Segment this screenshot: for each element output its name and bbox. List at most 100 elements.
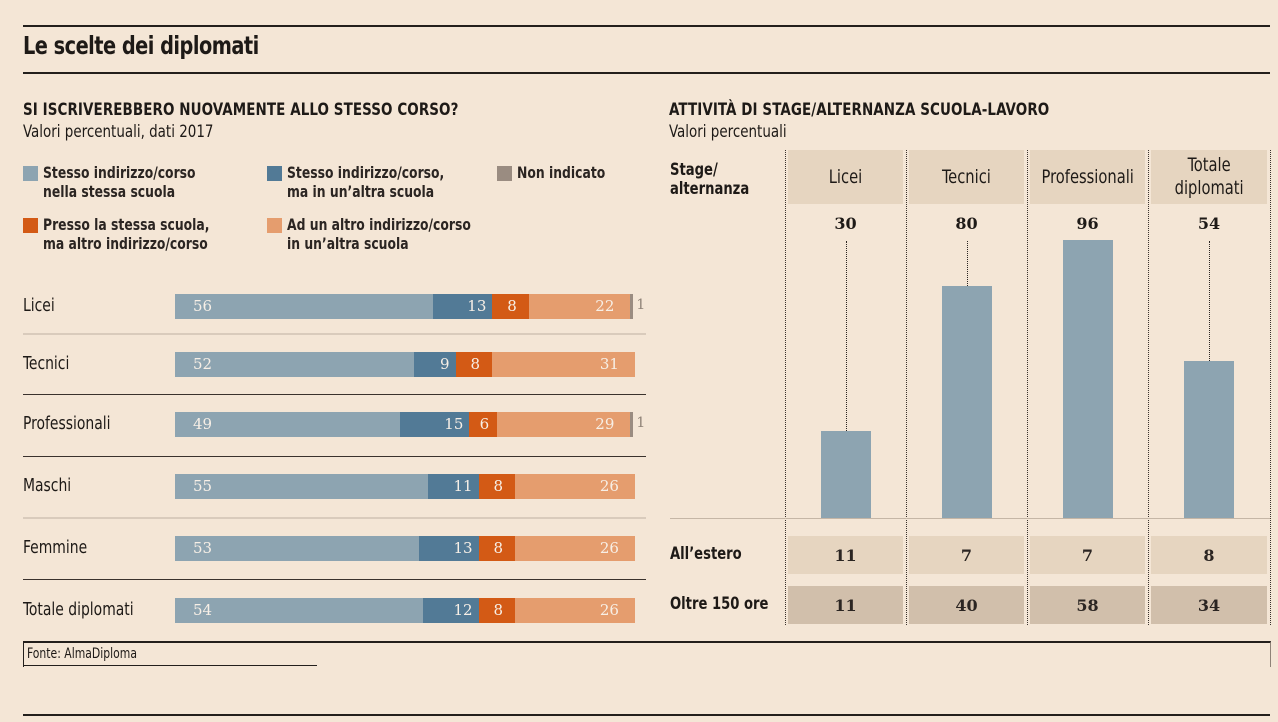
data-label: 8 (493, 601, 503, 619)
row-label: Maschi (23, 475, 72, 496)
data-label: 12 (453, 601, 473, 619)
bar-segment: 15 (400, 412, 470, 437)
legend-swatch (267, 218, 282, 233)
column-header: Licei (788, 150, 903, 204)
table-cell: 40 (909, 586, 1024, 624)
bar-segment: 31 (492, 352, 635, 377)
bar-segment: 11 (428, 474, 479, 499)
table-cell: 8 (1151, 536, 1267, 574)
bar-segment: 8 (478, 474, 516, 499)
bar-segment: 52 (175, 352, 415, 377)
stacked-bar: 49 15 6 29 1 (175, 412, 645, 437)
bar-baseline (670, 518, 1270, 519)
data-label: 30 (834, 214, 857, 233)
legend-swatch (497, 166, 512, 181)
data-label: 13 (453, 539, 473, 557)
legend-swatch (23, 166, 38, 181)
leader-line (845, 241, 847, 431)
row-label: Tecnici (23, 353, 70, 374)
stacked-bar: 55 11 8 26 (175, 474, 645, 499)
column-header-label: Totale diplomati (1174, 154, 1244, 199)
column-header-label: Licei (828, 165, 863, 188)
bar-segment: 29 (497, 412, 631, 437)
bar-segment: 8 (478, 598, 516, 623)
top-rule (23, 25, 1270, 27)
row-divider (23, 456, 646, 457)
bar-segment: 54 (175, 598, 424, 623)
row-label: Professionali (23, 413, 111, 434)
legend-item: Ad un altro indirizzo/corso in un’altra … (267, 215, 501, 253)
stage-row-label: Stage/ alternanza (670, 160, 750, 199)
bar (941, 286, 992, 518)
stacked-bar: 53 13 8 26 (175, 536, 645, 561)
table-cell: 11 (788, 586, 903, 624)
data-label: 8 (493, 477, 503, 495)
legend-label: Stesso indirizzo/corso, ma in un’altra s… (287, 163, 445, 201)
column-header-label: Professionali (1041, 165, 1134, 188)
bar-segment (630, 294, 634, 319)
bar-segment: 26 (515, 474, 635, 499)
bar-segment: 8 (478, 536, 516, 561)
bar-segment: 8 (455, 352, 493, 377)
table-cell: 58 (1030, 586, 1145, 624)
bar (1062, 239, 1113, 518)
row-label: Femmine (23, 537, 88, 558)
data-label: 8 (470, 355, 480, 373)
data-label: 53 (193, 539, 213, 557)
legend-swatch (23, 218, 38, 233)
data-label: 8 (507, 297, 517, 315)
legend-label: Ad un altro indirizzo/corso in un’altra … (287, 215, 471, 253)
row-divider (23, 517, 646, 519)
column-header-label: Tecnici (942, 165, 991, 188)
page-title: Le scelte dei diplomati (23, 31, 259, 60)
row-divider (23, 394, 646, 395)
right-chart-subtitle: Valori percentuali (669, 122, 787, 142)
data-label: 8 (493, 539, 503, 557)
data-label: 26 (599, 477, 619, 495)
legend-item: Stesso indirizzo/corso, ma in un’altra s… (267, 163, 470, 201)
legend-label: Presso la stessa scuola, ma altro indiri… (43, 215, 210, 253)
bar-segment: 26 (515, 598, 635, 623)
source-underline (23, 665, 317, 666)
leader-line (966, 241, 968, 286)
data-label: 49 (193, 415, 213, 433)
legend-label: Stesso indirizzo/corso nella stessa scuo… (43, 163, 196, 201)
data-label: 52 (193, 355, 213, 373)
stacked-bar: 54 12 8 26 (175, 598, 645, 623)
data-label: 54 (1197, 214, 1221, 233)
data-label: 1 (636, 297, 646, 313)
right-chart-title: ATTIVITÀ DI STAGE/ALTERNANZA SCUOLA-LAVO… (669, 100, 1050, 120)
bar-segment: 13 (432, 294, 493, 319)
row-label: Licei (23, 295, 55, 316)
legend-item: Non indicato (497, 163, 620, 182)
bar-segment: 9 (414, 352, 456, 377)
bar (820, 431, 871, 518)
column-divider (785, 150, 786, 625)
column-header: Totale diplomati (1151, 150, 1267, 204)
column-divider (906, 150, 907, 625)
source-box (23, 641, 1271, 667)
table-cell: 7 (1030, 536, 1145, 574)
data-label: 26 (599, 601, 619, 619)
table-cell: 34 (1151, 586, 1267, 624)
row-divider (23, 333, 646, 335)
column-header: Tecnici (909, 150, 1024, 204)
table-cell: 7 (909, 536, 1024, 574)
data-label: 22 (595, 297, 615, 315)
title-rule (23, 72, 1270, 74)
data-label: 55 (193, 477, 213, 495)
table-cell: 11 (788, 536, 903, 574)
data-label: 29 (595, 415, 615, 433)
row-label-oltre-150: Oltre 150 ore (670, 594, 769, 614)
data-label: 26 (599, 539, 619, 557)
row-divider (23, 579, 646, 580)
data-label: 56 (193, 297, 213, 315)
data-label: 15 (444, 415, 464, 433)
column-header: Professionali (1030, 150, 1145, 204)
bar-segment: 26 (515, 536, 635, 561)
bar-segment (630, 412, 634, 437)
legend-label: Non indicato (517, 163, 606, 182)
leader-line (1209, 241, 1210, 362)
data-label: 1 (636, 415, 646, 431)
bar-segment: 56 (175, 294, 433, 319)
